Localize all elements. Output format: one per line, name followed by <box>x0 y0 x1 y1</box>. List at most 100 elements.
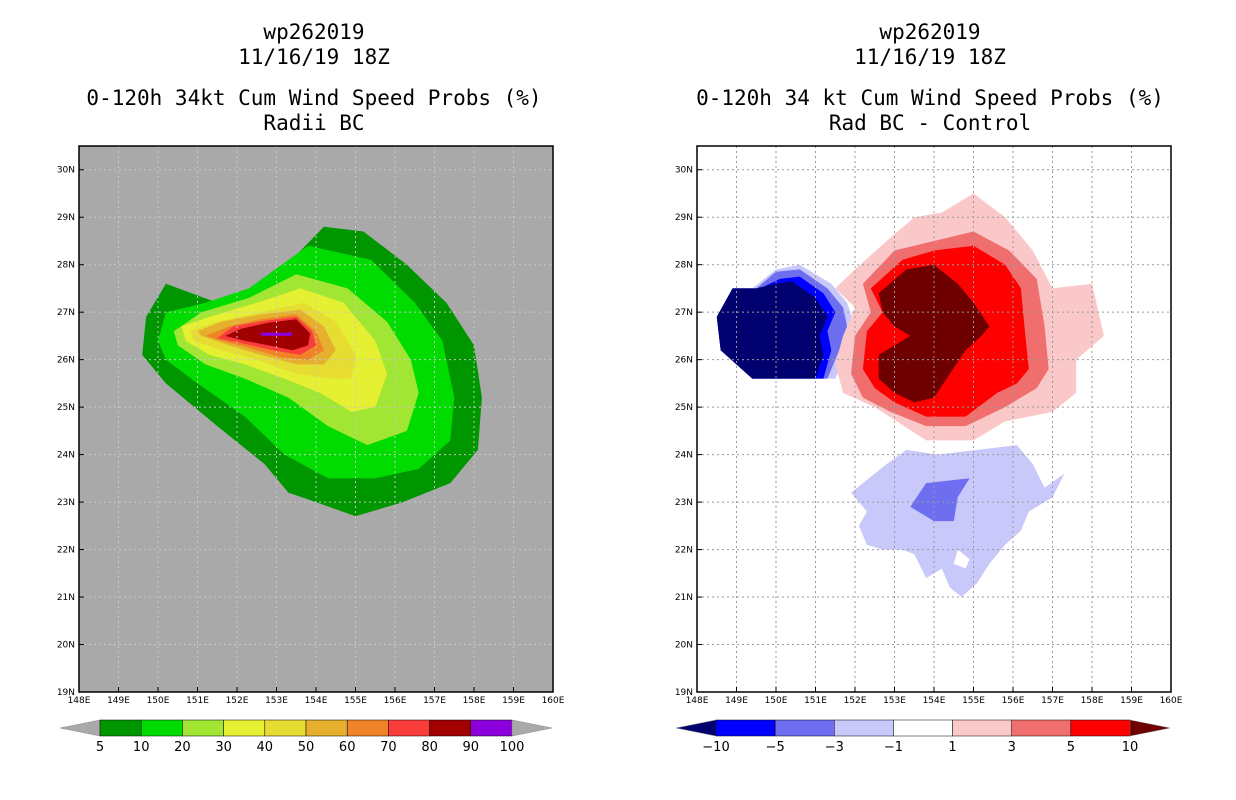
left-colorbar-label-2: 20 <box>174 740 191 755</box>
left-y-tick-label-19N: 19N <box>57 688 75 698</box>
right-colorbar-box-5 <box>1011 719 1072 737</box>
right-colorbar-box-3 <box>893 719 953 737</box>
left-colorbar-box-7 <box>388 719 430 737</box>
left-y-tick-label-22N: 22N <box>57 546 75 556</box>
right-colorbar-label-7: 10 <box>1122 740 1139 755</box>
right-contour-2 <box>910 478 970 522</box>
left-x-tick-label-154E: 154E <box>305 696 328 706</box>
right-y-tick-label-22N: 22N <box>675 546 693 556</box>
right-x-tick-label-159E: 159E <box>1120 696 1143 706</box>
right-title-line-4: Rad BC - Control <box>828 111 1032 135</box>
right-x-tick-label-155E: 155E <box>962 696 985 706</box>
left-x-tick-label-152E: 152E <box>226 696 249 706</box>
left-y-tick-label-20N: 20N <box>57 641 75 651</box>
left-title-line-3: 0-120h 34kt Cum Wind Speed Probs (%) <box>86 86 542 110</box>
left-colorbar-box-9 <box>470 719 513 737</box>
right-y-tick-label-30N: 30N <box>675 166 693 176</box>
left-colorbar-label-6: 60 <box>339 740 356 755</box>
right-colorbar-box-0 <box>715 719 776 737</box>
right-x-tick-label-160E: 160E <box>1160 696 1183 706</box>
right-y-tick-label-27N: 27N <box>675 308 693 318</box>
left-title: wp262019 11/16/19 18Z 0-120h 34kt Cum Wi… <box>34 20 594 136</box>
right-title-line-2: 11/16/19 18Z <box>854 45 1006 69</box>
right-title-line-3: 0-120h 34 kt Cum Wind Speed Probs (%) <box>696 86 1164 110</box>
right-y-tick-label-29N: 29N <box>675 213 693 223</box>
left-colorbar-label-3: 30 <box>215 740 232 755</box>
right-colorbar-box-6 <box>1070 719 1131 737</box>
left-colorbar-box-6 <box>346 719 389 737</box>
left-colorbar-label-4: 40 <box>257 740 274 755</box>
left-y-tick-label-25N: 25N <box>57 403 75 413</box>
left-colorbar-label-9: 90 <box>463 740 480 755</box>
left-colorbar-box-3 <box>223 719 266 737</box>
left-title-line-1: wp262019 <box>263 20 365 44</box>
left-y-tick-label-21N: 21N <box>57 593 75 603</box>
left-colorbar-box-1 <box>140 719 183 737</box>
right-y-tick-label-21N: 21N <box>675 593 693 603</box>
right-x-tick-label-156E: 156E <box>1002 696 1025 706</box>
left-x-tick-label-151E: 151E <box>186 696 209 706</box>
left-x-tick-label-160E: 160E <box>542 696 565 706</box>
right-y-tick-label-23N: 23N <box>675 498 693 508</box>
right-x-tick-label-158E: 158E <box>1081 696 1104 706</box>
right-y-tick-label-20N: 20N <box>675 641 693 651</box>
right-y-tick-label-25N: 25N <box>675 403 693 413</box>
right-colorbar-label-1: −5 <box>766 740 785 755</box>
right-colorbar-box-4 <box>952 719 1012 737</box>
right-x-tick-label-152E: 152E <box>844 696 867 706</box>
left-x-tick-label-156E: 156E <box>384 696 407 706</box>
left-y-tick-label-24N: 24N <box>57 451 75 461</box>
right-y-tick-label-19N: 19N <box>675 688 693 698</box>
left-colorbar-label-7: 70 <box>380 740 397 755</box>
right-contour-6 <box>716 281 828 379</box>
right-colorbar-label-5: 3 <box>1008 740 1016 755</box>
right-colorbar-label-4: 1 <box>948 740 956 755</box>
left-y-tick-label-28N: 28N <box>57 261 75 271</box>
right-colorbar-label-2: −3 <box>825 740 844 755</box>
right-contour-1 <box>953 549 970 569</box>
right-colorbar-high-arrow <box>1129 719 1171 737</box>
right-y-tick-label-24N: 24N <box>675 451 693 461</box>
left-x-tick-label-157E: 157E <box>423 696 446 706</box>
left-x-tick-label-150E: 150E <box>147 696 170 706</box>
left-x-tick-label-158E: 158E <box>463 696 486 706</box>
left-y-tick-label-27N: 27N <box>57 308 75 318</box>
right-title: wp262019 11/16/19 18Z 0-120h 34 kt Cum W… <box>650 20 1210 136</box>
left-y-tick-label-30N: 30N <box>57 166 75 176</box>
left-title-line-2: 11/16/19 18Z <box>238 45 390 69</box>
left-colorbar-box-0 <box>99 719 142 737</box>
left-y-tick-label-29N: 29N <box>57 213 75 223</box>
right-contour-0 <box>851 445 1065 597</box>
right-colorbar-low-arrow <box>675 719 717 737</box>
right-contour-10 <box>878 264 990 403</box>
right-x-tick-label-157E: 157E <box>1041 696 1064 706</box>
right-colorbar-box-2 <box>834 719 894 737</box>
right-x-tick-label-151E: 151E <box>804 696 827 706</box>
right-x-tick-label-149E: 149E <box>725 696 748 706</box>
left-x-tick-label-159E: 159E <box>502 696 525 706</box>
left-x-tick-label-153E: 153E <box>265 696 288 706</box>
left-x-tick-label-155E: 155E <box>344 696 367 706</box>
right-colorbar-label-6: 5 <box>1067 740 1075 755</box>
left-colorbar-label-10: 100 <box>500 740 525 755</box>
left-contour-level-90 <box>260 332 293 336</box>
left-colorbar-label-8: 80 <box>421 740 438 755</box>
right-x-tick-label-150E: 150E <box>765 696 788 706</box>
left-colorbar-box-4 <box>264 719 307 737</box>
left-y-tick-label-23N: 23N <box>57 498 75 508</box>
right-colorbar-label-0: −10 <box>702 740 729 755</box>
left-title-line-4: Radii BC <box>263 111 365 135</box>
left-colorbar-label-5: 50 <box>298 740 315 755</box>
left-colorbar-low-arrow <box>59 719 101 737</box>
left-colorbar-high-arrow <box>511 719 553 737</box>
left-y-tick-label-26N: 26N <box>57 356 75 366</box>
right-y-tick-label-26N: 26N <box>675 356 693 366</box>
right-y-tick-label-28N: 28N <box>675 261 693 271</box>
right-x-tick-label-148E: 148E <box>686 696 709 706</box>
left-x-tick-label-149E: 149E <box>107 696 130 706</box>
right-title-line-1: wp262019 <box>879 20 981 44</box>
left-colorbar-box-8 <box>429 719 472 737</box>
right-colorbar-box-1 <box>774 719 835 737</box>
left-colorbar-label-1: 10 <box>133 740 150 755</box>
